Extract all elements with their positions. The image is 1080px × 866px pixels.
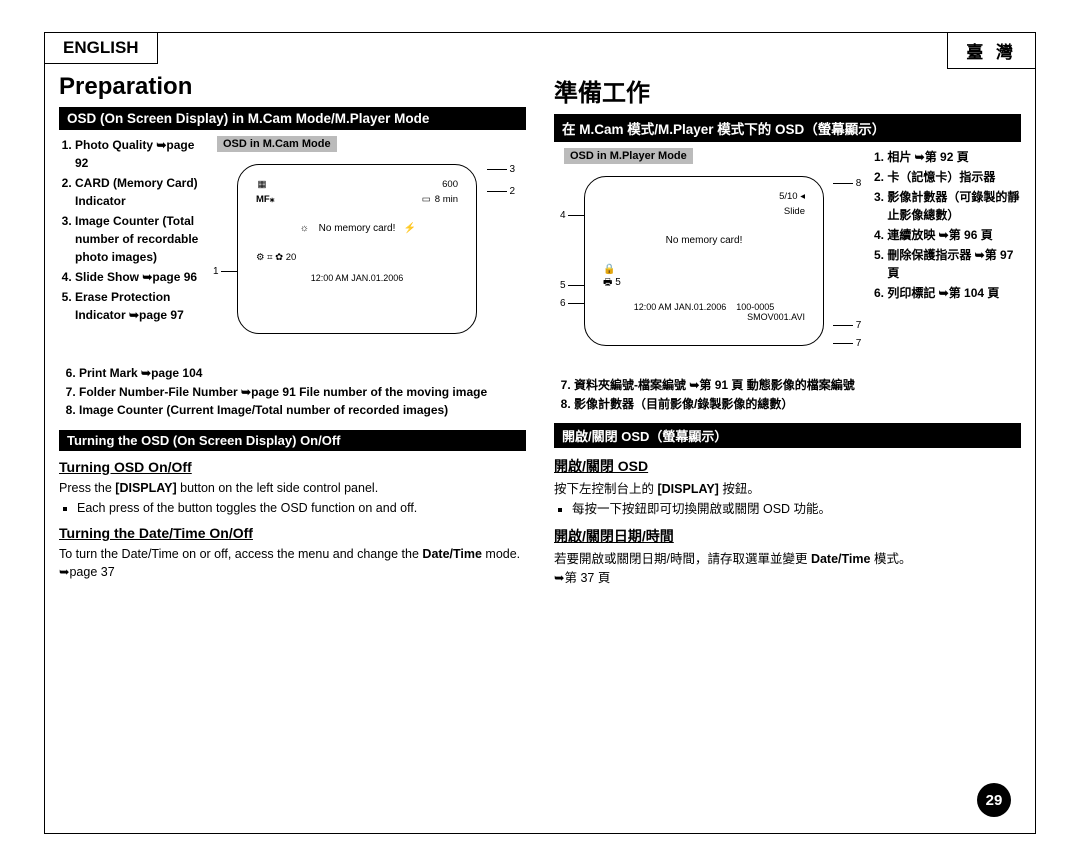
callout-2: 2	[509, 186, 515, 197]
right-title: 準備工作	[554, 73, 1021, 108]
list-item: 列印標記 ➥第 104 頁	[887, 284, 1021, 302]
file-num: 100-0005	[736, 302, 774, 312]
right-list: 相片 ➥第 92 頁 卡（記憶卡）指示器 影像計數器（可錄製的靜止影像總數） 連…	[871, 148, 1021, 368]
print-icon: 🖶 5	[603, 277, 621, 288]
diagram-label: OSD in M.Cam Mode	[217, 136, 337, 152]
callout-3: 3	[509, 164, 515, 175]
quality-icon: ▦	[256, 179, 268, 190]
screen-count: 5/10 ◂	[779, 191, 805, 202]
callout-5: 5	[560, 280, 566, 291]
list-item: Image Counter (Current Image/Total numbe…	[79, 401, 526, 420]
diagram-label: OSD in M.Player Mode	[564, 148, 693, 164]
list-item: Slide Show ➥page 96	[75, 268, 199, 286]
left-p2: To turn the Date/Time on or off, access …	[59, 545, 526, 581]
list-item: 卡（記憶卡）指示器	[887, 168, 1021, 186]
page-border: ENGLISH 臺 灣 Preparation OSD (On Screen D…	[44, 32, 1036, 834]
right-h2: 開啟/關閉日期/時間	[554, 526, 1021, 546]
list-item: CARD (Memory Card) Indicator	[75, 174, 199, 210]
mcam-diagram: OSD in M.Cam Mode ▦ 600 MF⁎ ▭ 8 min	[207, 136, 517, 356]
lang-taiwan: 臺 灣	[947, 32, 1036, 69]
slide-text: Slide	[784, 206, 805, 217]
screen-8min: 8 min	[435, 194, 458, 205]
bullet: Each press of the button toggles the OSD…	[77, 499, 526, 517]
bullet: 每按一下按鈕即可切換開啟或關閉 OSD 功能。	[572, 500, 1021, 518]
left-subhead-1: OSD (On Screen Display) in M.Cam Mode/M.…	[59, 107, 526, 130]
right-subhead-2: 開啟/關閉 OSD（螢幕顯示）	[554, 423, 1021, 448]
right-p1: 按下左控制台上的 [DISPLAY] 按鈕。 每按一下按鈕即可切換開啟或關閉 O…	[554, 480, 1021, 518]
left-column: Preparation OSD (On Screen Display) in M…	[45, 67, 540, 833]
list-item: Print Mark ➥page 104	[79, 364, 526, 383]
list-item: 影像計數器（目前影像/錄製影像的總數）	[574, 395, 1021, 414]
right-column: 準備工作 在 M.Cam 模式/M.Player 模式下的 OSD（螢幕顯示） …	[540, 67, 1035, 833]
list-item: Erase Protection Indicator ➥page 97	[75, 288, 199, 324]
card-icon: ▭	[422, 194, 431, 205]
right-subhead-1: 在 M.Cam 模式/M.Player 模式下的 OSD（螢幕顯示）	[554, 114, 1021, 142]
list-item: 刪除保護指示器 ➥第 97 頁	[887, 246, 1021, 282]
right-p2: 若要開啟或關閉日期/時間，請存取選單並變更 Date/Time 模式。 ➥第 3…	[554, 550, 1021, 586]
left-top-area: Photo Quality ➥page 92 CARD (Memory Card…	[59, 136, 526, 356]
lang-english: ENGLISH	[44, 32, 158, 64]
callout-8: 8	[856, 178, 862, 189]
list-item: 資料夾編號-檔案編號 ➥第 91 頁 動態影像的檔案編號	[574, 376, 1021, 395]
callout-7b: 7	[856, 338, 862, 349]
left-h1: Turning OSD On/Off	[59, 459, 526, 475]
mplayer-diagram: OSD in M.Player Mode 5/10 ◂ Slide No mem…	[554, 148, 863, 368]
callout-4: 4	[560, 210, 566, 221]
lock-icon: 🔒	[603, 264, 615, 275]
list-item: Photo Quality ➥page 92	[75, 136, 199, 172]
left-h2: Turning the Date/Time On/Off	[59, 525, 526, 541]
list-item: 相片 ➥第 92 頁	[887, 148, 1021, 166]
list-item: 影像計數器（可錄製的靜止影像總數）	[887, 188, 1021, 224]
mplayer-screen: 5/10 ◂ Slide No memory card! 🔒 🖶 5	[584, 176, 824, 346]
right-below-list: 資料夾編號-檔案編號 ➥第 91 頁 動態影像的檔案編號 影像計數器（目前影像/…	[554, 376, 1021, 413]
callout-7: 7	[856, 320, 862, 331]
screen-timestamp: 12:00 AM JAN.01.2006	[256, 273, 458, 283]
list-item: Image Counter (Total number of recordabl…	[75, 212, 199, 266]
screen-ts: 12:00 AM JAN.01.2006	[634, 302, 727, 312]
flash-icon: ⚡	[404, 223, 416, 234]
page-number: 29	[977, 783, 1011, 817]
callout-6: 6	[560, 298, 566, 309]
list-item: Folder Number-File Number ➥page 91 File …	[79, 383, 526, 402]
sun-icon: ☼	[298, 223, 310, 234]
no-card-msg: No memory card!	[319, 223, 396, 234]
left-subhead-2: Turning the OSD (On Screen Display) On/O…	[59, 430, 526, 451]
right-h1: 開啟/關閉 OSD	[554, 456, 1021, 476]
two-column-layout: Preparation OSD (On Screen Display) in M…	[45, 33, 1035, 833]
left-p1: Press the [DISPLAY] button on the left s…	[59, 479, 526, 517]
right-top-area: OSD in M.Player Mode 5/10 ◂ Slide No mem…	[554, 148, 1021, 368]
left-below-list: Print Mark ➥page 104 Folder Number-File …	[59, 364, 526, 420]
left-title: Preparation	[59, 73, 526, 101]
no-card-msg: No memory card!	[603, 235, 805, 246]
screen-left-icons: ⚙ ⌗ ✿ 20	[256, 252, 458, 263]
callout-1: 1	[213, 266, 219, 277]
left-list: Photo Quality ➥page 92 CARD (Memory Card…	[59, 136, 199, 356]
screen-600: 600	[442, 179, 458, 190]
mf-icon: MF⁎	[256, 194, 274, 205]
mcam-screen: ▦ 600 MF⁎ ▭ 8 min ☼ No memory ca	[237, 164, 477, 334]
file-name: SMOV001.AVI	[747, 312, 805, 322]
list-item: 連續放映 ➥第 96 頁	[887, 226, 1021, 244]
